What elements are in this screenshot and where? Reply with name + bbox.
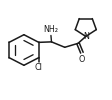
- Text: NH₂: NH₂: [43, 25, 58, 34]
- Text: N: N: [83, 32, 89, 41]
- Text: O: O: [79, 55, 85, 64]
- Text: Cl: Cl: [35, 63, 43, 72]
